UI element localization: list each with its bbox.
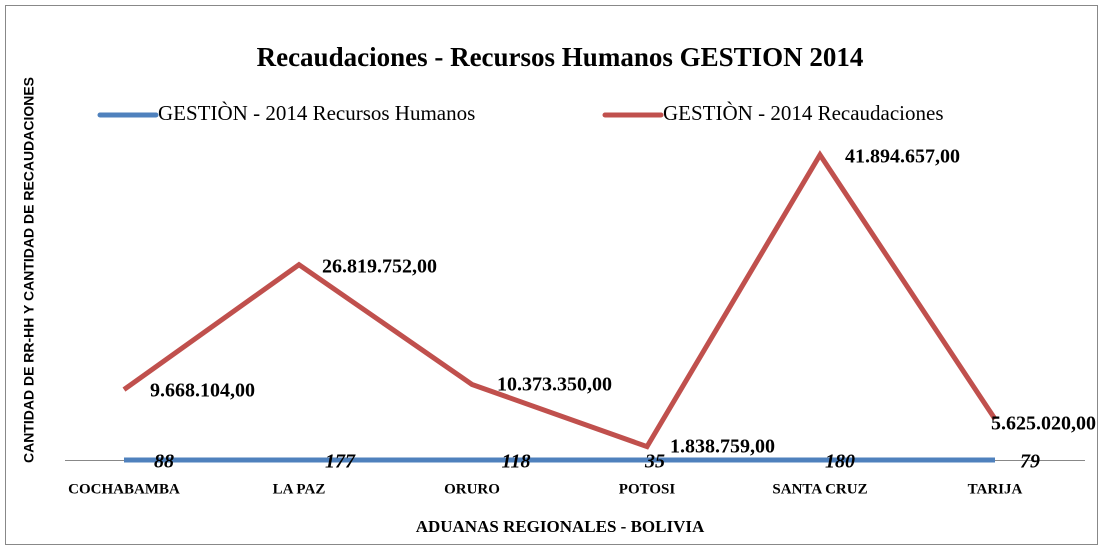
data-label: 5.625.020,00 xyxy=(991,413,1096,435)
data-label: 88 xyxy=(154,451,174,473)
y-axis-title: CANTIDAD DE RR-HH Y CANTIDAD DE RECAUDAC… xyxy=(21,77,37,463)
data-label: 35 xyxy=(644,451,665,473)
data-label: 10.373.350,00 xyxy=(497,374,612,396)
data-label: 26.819.752,00 xyxy=(322,256,437,278)
data-label: 41.894.657,00 xyxy=(845,146,960,168)
data-label: 118 xyxy=(502,451,531,473)
legend-label: GESTIÒN - 2014 Recaudaciones xyxy=(663,101,944,125)
chart-title: Recaudaciones - Recursos Humanos GESTION… xyxy=(257,42,864,72)
data-label: 79 xyxy=(1020,451,1040,473)
x-tick-label: POTOSI xyxy=(619,481,676,497)
series-line xyxy=(122,150,998,450)
x-tick-label: TARIJA xyxy=(968,481,1023,497)
x-tick-label: ORURO xyxy=(444,481,500,497)
data-label: 177 xyxy=(325,451,356,473)
data-label: 9.668.104,00 xyxy=(150,380,255,402)
data-label: 1.838.759,00 xyxy=(670,436,775,458)
chart-frame xyxy=(5,5,1098,545)
x-tick-label: LA PAZ xyxy=(273,481,326,497)
legend-label: GESTIÒN - 2014 Recursos Humanos xyxy=(158,101,475,125)
x-tick-label: COCHABAMBA xyxy=(68,481,180,497)
x-axis-title: ADUANAS REGIONALES - BOLIVIA xyxy=(416,517,705,536)
data-label: 180 xyxy=(825,451,855,473)
x-tick-label: SANTA CRUZ xyxy=(772,481,867,497)
